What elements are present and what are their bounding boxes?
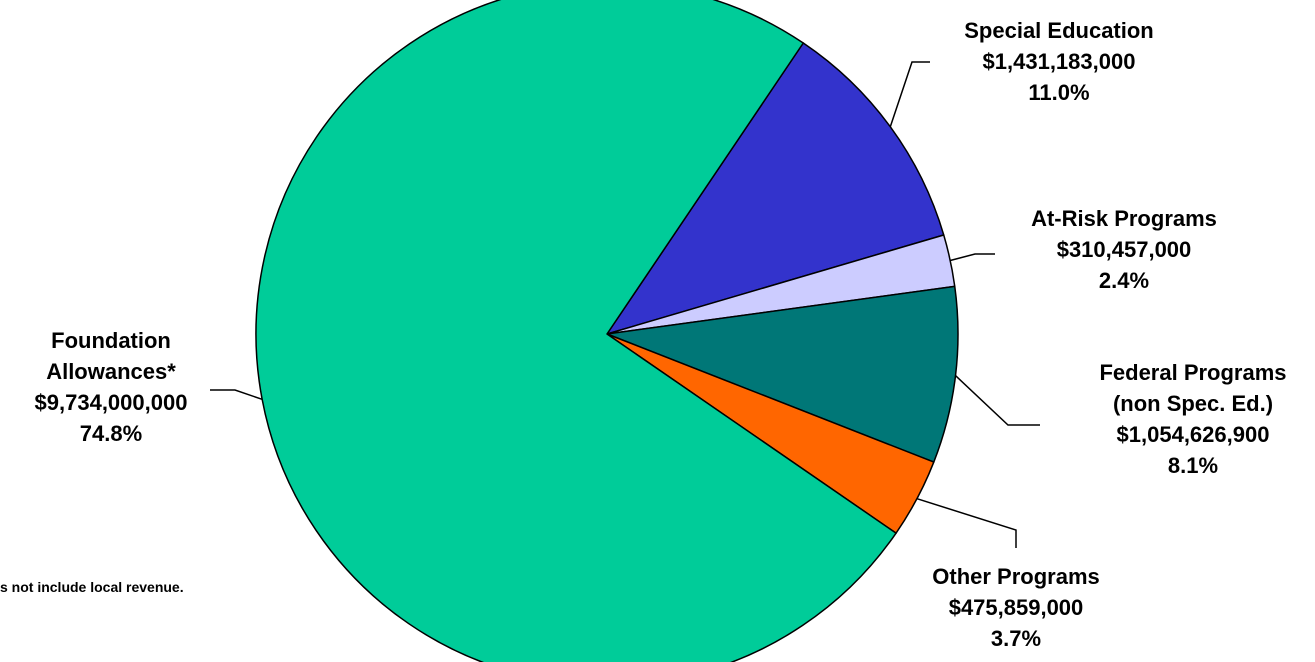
slice-label-foundation-allowances: Foundation Allowances* $9,734,000,000 74.8% — [35, 328, 188, 446]
slice-label-special-education: Special Education $1,431,183,000 11.0% — [964, 18, 1154, 105]
slice-label-line: 2.4% — [1099, 268, 1149, 293]
slice-label-line: $1,431,183,000 — [983, 49, 1136, 74]
slice-label-line: Special Education — [964, 18, 1154, 43]
pie-slices — [255, 0, 959, 662]
slice-label-line: $310,457,000 — [1057, 237, 1192, 262]
slice-label-line: Federal Programs — [1099, 360, 1286, 385]
pie-slice-special-education — [606, 42, 945, 335]
slice-label-line: 3.7% — [991, 626, 1041, 651]
slice-label-line: $1,054,626,900 — [1117, 422, 1270, 447]
leader-line-other-programs — [916, 497, 1017, 548]
slice-label-line: Foundation — [51, 328, 171, 353]
slice-label-line: (non Spec. Ed.) — [1113, 391, 1273, 416]
leader-line-special-education — [889, 61, 930, 127]
slice-label-line: 8.1% — [1168, 453, 1218, 478]
slice-label-at-risk-programs: At-Risk Programs $310,457,000 2.4% — [1031, 206, 1217, 293]
slice-label-line: $9,734,000,000 — [35, 390, 188, 415]
slice-label-line: 74.8% — [80, 421, 142, 446]
slice-label-other-programs: Other Programs $475,859,000 3.7% — [932, 564, 1100, 651]
slice-label-line: Other Programs — [932, 564, 1100, 589]
leader-line-foundation-allowances — [210, 389, 263, 401]
slice-labels: Special Education $1,431,183,000 11.0% At-R… — [35, 18, 1287, 651]
leader-line-at-risk-programs — [950, 253, 995, 262]
footnote: s not include local revenue. — [0, 579, 184, 595]
slice-label-line: $475,859,000 — [949, 595, 1084, 620]
slice-label-line: At-Risk Programs — [1031, 206, 1217, 231]
pie-slice-foundation-allowances — [255, 0, 897, 662]
slice-label-line: Allowances* — [46, 359, 176, 384]
slice-label-line: 11.0% — [1028, 80, 1089, 105]
leader-line-federal-programs-non-spec-ed — [954, 375, 1040, 426]
slice-label-federal-programs-non-spec-ed: Federal Programs (non Spec. Ed.) $1,054,62… — [1099, 360, 1286, 478]
leader-lines — [210, 61, 1040, 548]
